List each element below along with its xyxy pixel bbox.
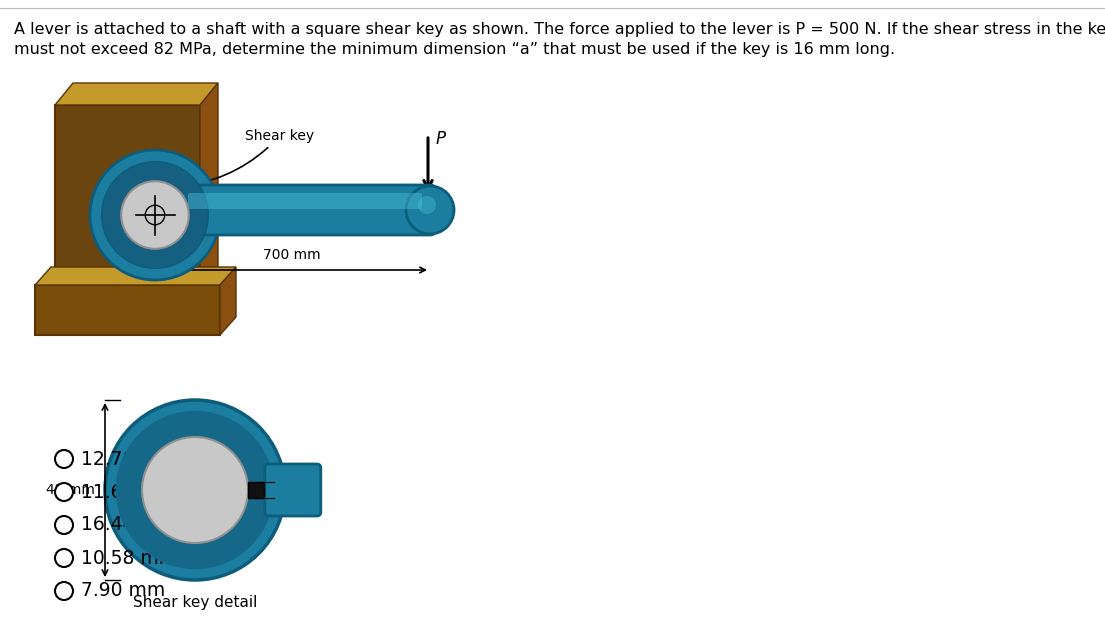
Circle shape: [143, 437, 248, 543]
FancyBboxPatch shape: [265, 464, 320, 516]
Polygon shape: [35, 267, 236, 285]
Circle shape: [55, 516, 73, 534]
Circle shape: [55, 582, 73, 600]
Text: 16.44 mm: 16.44 mm: [81, 515, 178, 535]
Text: 7.90 mm: 7.90 mm: [81, 582, 166, 600]
Circle shape: [102, 162, 209, 269]
Text: Shear key: Shear key: [176, 129, 314, 187]
Circle shape: [55, 549, 73, 567]
Circle shape: [122, 181, 189, 249]
Text: 12.70 mm: 12.70 mm: [81, 450, 177, 468]
FancyBboxPatch shape: [55, 105, 200, 305]
Circle shape: [406, 186, 454, 234]
Circle shape: [55, 483, 73, 501]
FancyBboxPatch shape: [35, 285, 220, 335]
Circle shape: [105, 400, 285, 580]
Text: $P$: $P$: [435, 130, 448, 148]
FancyBboxPatch shape: [179, 185, 436, 235]
Text: 700 mm: 700 mm: [263, 248, 320, 262]
Text: 10.58 mm: 10.58 mm: [81, 549, 177, 567]
Text: 11.66 mm: 11.66 mm: [81, 482, 177, 502]
Polygon shape: [200, 83, 218, 305]
Circle shape: [90, 150, 220, 280]
Circle shape: [55, 450, 73, 468]
Text: 42 mm: 42 mm: [45, 483, 94, 497]
Text: A lever is attached to a shaft with a square shear key as shown. The force appli: A lever is attached to a shaft with a sq…: [14, 22, 1105, 37]
Text: $a$: $a$: [274, 484, 283, 497]
Circle shape: [116, 411, 274, 569]
Circle shape: [418, 196, 436, 214]
Polygon shape: [55, 83, 218, 105]
Bar: [248, 482, 264, 498]
Text: Shear key detail: Shear key detail: [133, 595, 257, 610]
Text: must not exceed 82 MPa, determine the minimum dimension “a” that must be used if: must not exceed 82 MPa, determine the mi…: [14, 42, 895, 57]
FancyBboxPatch shape: [188, 193, 422, 209]
Polygon shape: [220, 267, 236, 335]
